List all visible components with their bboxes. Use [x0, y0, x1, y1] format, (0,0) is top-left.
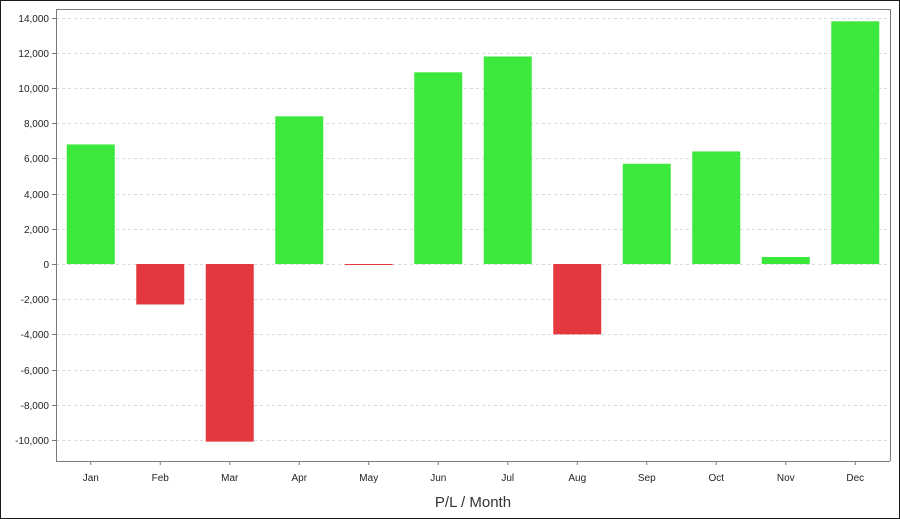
y-tick-label: -4,000 — [21, 330, 50, 341]
bar-nov — [761, 256, 810, 265]
x-tick-label: Jun — [430, 473, 446, 484]
y-tick-label: 10,000 — [18, 84, 49, 95]
bar-dec — [831, 21, 880, 265]
y-tick-label: -10,000 — [15, 436, 49, 447]
y-tick-labels: -10,000 -8,000 -6,000 -4,000 -2,000 0 2,000 4,0… — [15, 14, 49, 447]
x-tick-label: Dec — [846, 473, 864, 484]
bar-sep — [622, 163, 671, 265]
x-tick-label: Sep — [638, 473, 656, 484]
y-tick-label: -2,000 — [21, 295, 50, 306]
x-tick-label: Apr — [291, 473, 307, 484]
x-tick-label: Nov — [777, 473, 795, 484]
y-tick-label: 2,000 — [24, 225, 49, 236]
bar-jan — [66, 144, 115, 265]
bar-jun — [414, 72, 463, 265]
grid-lines — [52, 18, 890, 441]
x-tick-labels: Jan Feb Mar Apr May Jun Jul Aug Sep Oct Nov Dec — [83, 461, 864, 484]
bar-oct — [692, 151, 741, 265]
y-tick-label: 0 — [43, 260, 49, 271]
x-axis-title: P/L / Month — [435, 494, 511, 511]
y-tick-label: 8,000 — [24, 119, 49, 130]
bar-aug — [553, 264, 602, 335]
x-tick-label: Jul — [501, 473, 514, 484]
x-tick-label: Mar — [221, 473, 239, 484]
y-tick-label: 12,000 — [18, 49, 49, 60]
axes — [56, 9, 891, 462]
x-tick-label: Jan — [83, 473, 99, 484]
bar-feb — [136, 264, 185, 305]
y-tick-label: -8,000 — [21, 401, 50, 412]
x-tick-label: Oct — [708, 473, 724, 484]
bar-jul — [483, 56, 532, 265]
y-tick-label: 6,000 — [24, 154, 49, 165]
bar-mar — [205, 264, 254, 442]
x-tick-label: Feb — [152, 473, 170, 484]
y-tick-label: 14,000 — [18, 14, 49, 25]
y-tick-label: 4,000 — [24, 190, 49, 201]
bar-apr — [275, 116, 324, 265]
x-tick-label: Aug — [568, 473, 586, 484]
x-tick-label: May — [359, 473, 378, 484]
bars — [66, 21, 880, 442]
y-tick-label: -6,000 — [21, 366, 50, 377]
bar-may — [344, 264, 393, 266]
